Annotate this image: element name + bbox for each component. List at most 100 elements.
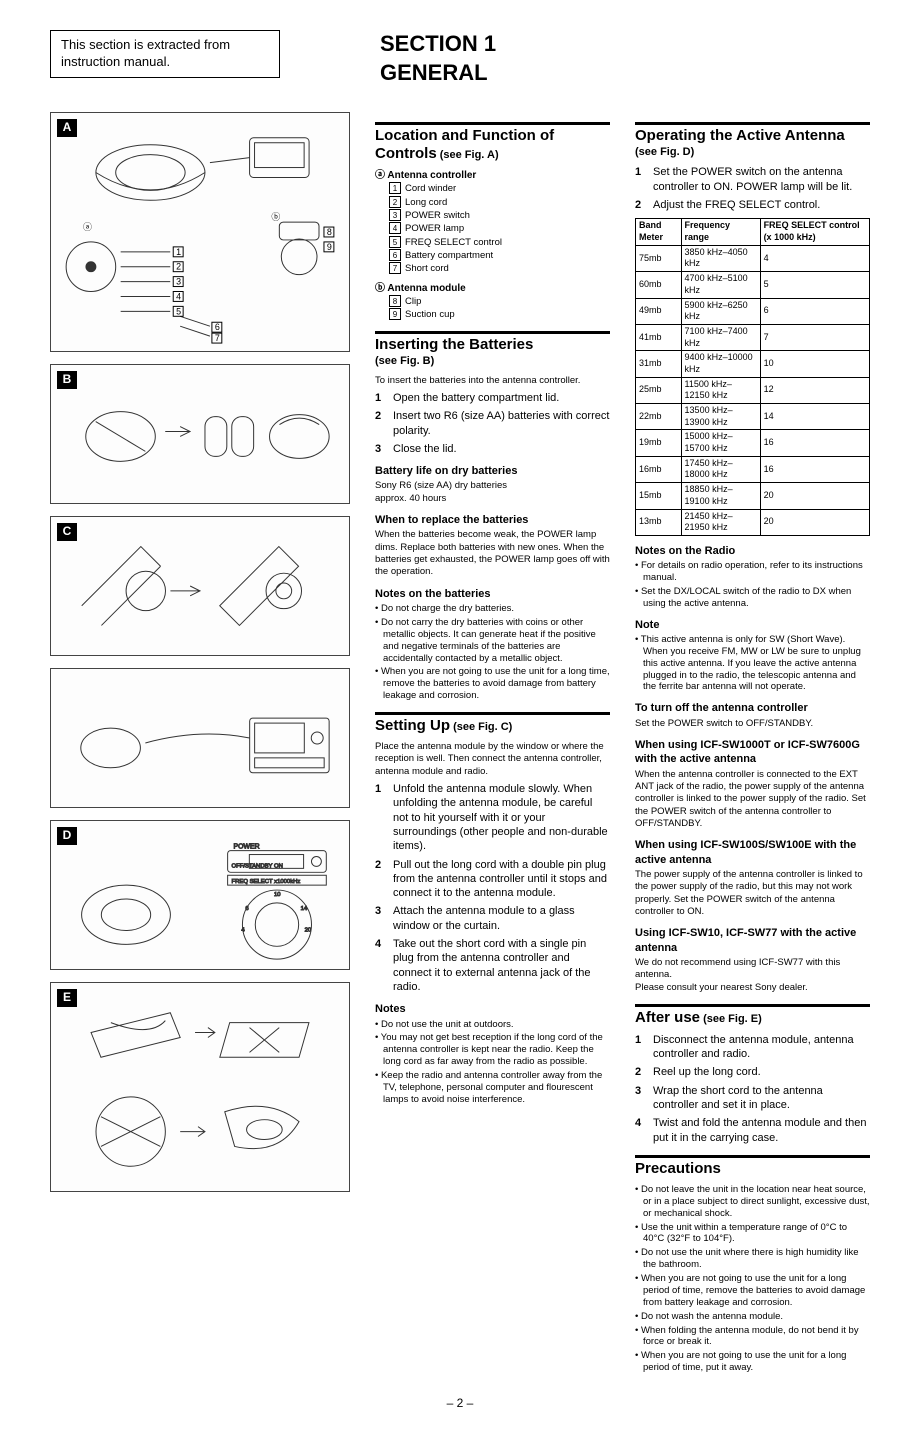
batt-note-3: When you are not going to use the unit f… bbox=[375, 666, 610, 702]
batt-notes: Do not charge the dry batteries. Do not … bbox=[375, 603, 610, 702]
sw1000-h: When using ICF-SW1000T or ICF-SW7600G wi… bbox=[635, 738, 870, 767]
table-row: 22mb13500 kHz–13900 kHz14 bbox=[636, 404, 870, 430]
th-range: Frequency range bbox=[681, 219, 760, 245]
svg-text:FREQ SELECT x1000kHz: FREQ SELECT x1000kHz bbox=[232, 879, 301, 885]
inserting-ref: (see Fig. B) bbox=[375, 354, 610, 368]
table-cell: 21450 kHz–21950 kHz bbox=[681, 509, 760, 535]
svg-text:ⓐ: ⓐ bbox=[83, 222, 92, 232]
after-step-3: Wrap the short cord to the antenna contr… bbox=[653, 1084, 870, 1113]
fig-d-svg: POWER OFF/STANDBY ON FREQ SELECT x1000kH… bbox=[51, 821, 349, 969]
op-step-2: Adjust the FREQ SELECT control. bbox=[653, 198, 820, 212]
svg-text:7: 7 bbox=[215, 333, 220, 343]
set-step-3: Attach the antenna module to a glass win… bbox=[393, 904, 610, 933]
th-band: Band Meter bbox=[636, 219, 682, 245]
part-b-2: Suction cup bbox=[405, 309, 455, 320]
replace-h: When to replace the batteries bbox=[375, 513, 610, 527]
sw10-t2: Please consult your nearest Sony dealer. bbox=[635, 982, 870, 994]
table-row: 19mb15000 kHz–15700 kHz16 bbox=[636, 430, 870, 456]
svg-text:20: 20 bbox=[305, 928, 312, 934]
setting-intro: Place the antenna module by the window o… bbox=[375, 741, 610, 778]
operating-title: Operating the Active Antenna bbox=[635, 127, 870, 145]
part-a-1: Cord winder bbox=[405, 183, 456, 194]
table-cell: 3850 kHz–4050 kHz bbox=[681, 245, 760, 271]
inserting-intro: To insert the batteries into the antenna… bbox=[375, 375, 610, 387]
op-step-1: Set the POWER switch on the antenna cont… bbox=[653, 165, 870, 194]
section-title-1: SECTION 1 bbox=[380, 30, 870, 59]
fig-c-svg bbox=[51, 517, 349, 655]
page-number: – 2 – bbox=[50, 1396, 870, 1412]
table-row: 31mb9400 kHz–10000 kHz10 bbox=[636, 351, 870, 377]
prec-7: When you are not going to use the unit f… bbox=[635, 1350, 870, 1374]
set-step-2: Pull out the long cord with a double pin… bbox=[393, 858, 610, 901]
svg-text:4: 4 bbox=[241, 928, 245, 934]
operating-steps: 1Set the POWER switch on the antenna con… bbox=[635, 165, 870, 212]
column-right: Operating the Active Antenna (see Fig. D… bbox=[635, 112, 870, 1376]
table-cell: 22mb bbox=[636, 404, 682, 430]
extract-note: This section is extracted from instructi… bbox=[50, 30, 280, 78]
setting-title: Setting Up bbox=[375, 717, 450, 734]
sw1000-t: When the antenna controller is connected… bbox=[635, 769, 870, 831]
group-a: ⓐ Antenna controller bbox=[375, 169, 610, 182]
table-cell: 7100 kHz–7400 kHz bbox=[681, 324, 760, 350]
table-cell: 60mb bbox=[636, 272, 682, 298]
table-cell: 75mb bbox=[636, 245, 682, 271]
table-row: 41mb7100 kHz–7400 kHz7 bbox=[636, 324, 870, 350]
svg-text:9: 9 bbox=[327, 242, 332, 252]
ins-step-1: Open the battery compartment lid. bbox=[393, 391, 559, 405]
part-a-4: POWER lamp bbox=[405, 223, 464, 234]
prec-1: Do not leave the unit in the location ne… bbox=[635, 1184, 870, 1220]
setting-ref: (see Fig. C) bbox=[453, 721, 512, 733]
operating-heading: Operating the Active Antenna (see Fig. D… bbox=[635, 122, 870, 159]
set-step-4: Take out the short cord with a single pi… bbox=[393, 937, 610, 994]
inserting-steps: 1Open the battery compartment lid. 2Inse… bbox=[375, 391, 610, 456]
table-cell: 9400 kHz–10000 kHz bbox=[681, 351, 760, 377]
fig-radio bbox=[50, 668, 350, 808]
precautions-heading: Precautions bbox=[635, 1155, 870, 1178]
svg-text:1: 1 bbox=[176, 247, 181, 257]
sw10-t1: We do not recommend using ICF-SW77 with … bbox=[635, 957, 870, 982]
table-row: 60mb4700 kHz–5100 kHz5 bbox=[636, 272, 870, 298]
table-cell: 6 bbox=[760, 298, 869, 324]
table-cell: 13mb bbox=[636, 509, 682, 535]
table-cell: 16 bbox=[760, 430, 869, 456]
fig-radio-svg bbox=[51, 669, 349, 807]
table-cell: 31mb bbox=[636, 351, 682, 377]
table-cell: 4 bbox=[760, 245, 869, 271]
table-cell: 13500 kHz–13900 kHz bbox=[681, 404, 760, 430]
batt-note-2: Do not carry the dry batteries with coin… bbox=[375, 617, 610, 665]
fig-a: A bbox=[50, 112, 350, 352]
part-a-2: Long cord bbox=[405, 197, 447, 208]
svg-text:3: 3 bbox=[176, 277, 181, 287]
table-cell: 10 bbox=[760, 351, 869, 377]
fig-e-svg bbox=[51, 983, 349, 1191]
svg-text:5: 5 bbox=[176, 306, 181, 316]
after-heading: After use (see Fig. E) bbox=[635, 1004, 870, 1027]
svg-text:6: 6 bbox=[245, 906, 249, 912]
parts-b: 8Clip 9Suction cup bbox=[375, 295, 610, 322]
table-cell: 15mb bbox=[636, 483, 682, 509]
inserting-title: Inserting the Batteries bbox=[375, 336, 610, 354]
table-cell: 25mb bbox=[636, 377, 682, 403]
loc-func-heading: Location and Function of Controls (see F… bbox=[375, 122, 610, 163]
part-a-7: Short cord bbox=[405, 263, 449, 274]
note-list: This active antenna is only for SW (Shor… bbox=[635, 634, 870, 693]
turnoff-t: Set the POWER switch to OFF/STANDBY. bbox=[635, 718, 870, 730]
note-h: Note bbox=[635, 618, 870, 632]
table-cell: 20 bbox=[760, 509, 869, 535]
set-note-2: You may not get best reception if the lo… bbox=[375, 1032, 610, 1068]
part-b-1: Clip bbox=[405, 296, 421, 307]
prec-5: Do not wash the antenna module. bbox=[635, 1311, 870, 1323]
prec-4: When you are not going to use the unit f… bbox=[635, 1273, 870, 1309]
fig-b-svg bbox=[51, 365, 349, 503]
header: This section is extracted from instructi… bbox=[50, 30, 870, 87]
table-cell: 14 bbox=[760, 404, 869, 430]
table-cell: 7 bbox=[760, 324, 869, 350]
setting-notes: Do not use the unit at outdoors. You may… bbox=[375, 1019, 610, 1106]
part-a-6: Battery compartment bbox=[405, 250, 493, 261]
table-cell: 20 bbox=[760, 483, 869, 509]
table-row: 16mb17450 kHz–18000 kHz16 bbox=[636, 456, 870, 482]
table-row: 49mb5900 kHz–6250 kHz6 bbox=[636, 298, 870, 324]
section-title-2: GENERAL bbox=[380, 59, 870, 88]
table-cell: 49mb bbox=[636, 298, 682, 324]
batt-life-h: Battery life on dry batteries bbox=[375, 464, 610, 478]
